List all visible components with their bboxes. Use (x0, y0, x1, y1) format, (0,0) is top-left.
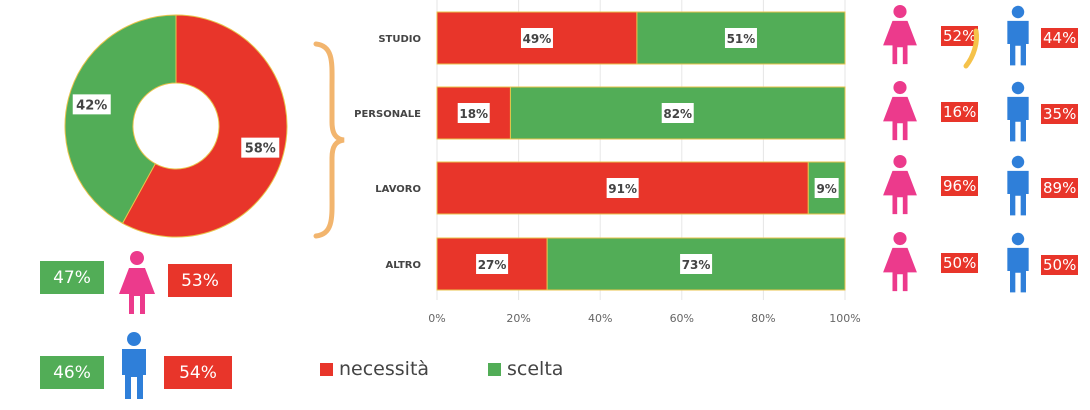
bar-label-box (680, 254, 713, 274)
female-icon-studio (880, 4, 920, 71)
bar-data-label: 18% (459, 107, 488, 121)
category-label-personale: PERSONALE (354, 109, 421, 120)
bar-label-box (724, 28, 757, 48)
male-icon-personale (1002, 80, 1034, 149)
x-tick-label: 20% (506, 312, 530, 325)
stacked-bar-chart: 49% 51% 18% 82% 91% 9% 27% 73% STUDIO PERSONALE L… (354, 0, 861, 325)
bar-label-box (661, 103, 694, 123)
male-value-studio: 44% (1041, 28, 1079, 48)
male-value-altro: 50% (1041, 255, 1079, 275)
x-tick-label: 0% (428, 312, 445, 325)
bar-data-label: 51% (727, 32, 756, 46)
legend-swatch-scelta (488, 362, 501, 376)
male-necessita-value: 54% (164, 356, 232, 389)
bar-label-box (606, 178, 639, 198)
bar-data-label: 82% (663, 107, 692, 121)
male-icon-studio (1002, 4, 1034, 73)
male-icon-lavoro (1002, 154, 1034, 223)
curly-brace (313, 41, 345, 239)
x-tick-label: 100% (829, 312, 860, 325)
bar-label-box (814, 178, 839, 198)
female-value-altro: 50% (941, 253, 979, 273)
donut-label-box (72, 94, 111, 115)
bar-data-label: 73% (682, 258, 711, 272)
donut-slice-scelta (64, 14, 177, 224)
female-value-studio: 52% (941, 26, 979, 46)
decorative-stroke (963, 28, 979, 69)
male-icon-altro (1002, 231, 1034, 300)
bar-label-box (476, 254, 509, 274)
bar-data-label: 49% (523, 32, 552, 46)
x-tick-label: 60% (670, 312, 694, 325)
donut-label: 42% (76, 98, 107, 113)
legend-necessita: necessità (320, 358, 429, 380)
bar-data-label: 27% (478, 258, 507, 272)
female-value-personale: 16% (941, 102, 979, 122)
female-icon-personale (880, 80, 920, 147)
male-scelta-value: 46% (40, 356, 104, 389)
bar-label-box (520, 28, 553, 48)
donut-slice-necessita (121, 14, 288, 238)
donut-label: 58% (245, 142, 276, 157)
legend-swatch-necessita (320, 362, 333, 376)
legend-label-scelta: scelta (507, 358, 564, 380)
category-label-studio: STUDIO (378, 34, 421, 45)
female-value-lavoro: 96% (941, 176, 979, 196)
female-necessita-value: 53% (168, 264, 232, 297)
female-icon-altro (880, 231, 920, 298)
bar-label-box (457, 103, 490, 123)
legend-scelta: scelta (488, 358, 563, 380)
donut-chart: 58% 42% (64, 14, 288, 238)
legend-label-necessita: necessità (339, 358, 430, 380)
x-tick-label: 40% (588, 312, 612, 325)
female-scelta-value: 47% (40, 261, 104, 294)
female-icon (119, 251, 155, 314)
female-icon-lavoro (880, 154, 920, 221)
bar-data-label: 91% (608, 182, 637, 196)
male-value-lavoro: 89% (1041, 178, 1079, 198)
male-icon (122, 332, 146, 399)
category-label-lavoro: LAVORO (375, 184, 421, 195)
bar-necessita-personale (436, 86, 511, 140)
male-value-personale: 35% (1041, 104, 1079, 124)
x-tick-label: 80% (751, 312, 775, 325)
category-label-altro: ALTRO (386, 260, 421, 271)
donut-label-box (241, 137, 280, 158)
bar-data-label: 9% (816, 182, 836, 196)
